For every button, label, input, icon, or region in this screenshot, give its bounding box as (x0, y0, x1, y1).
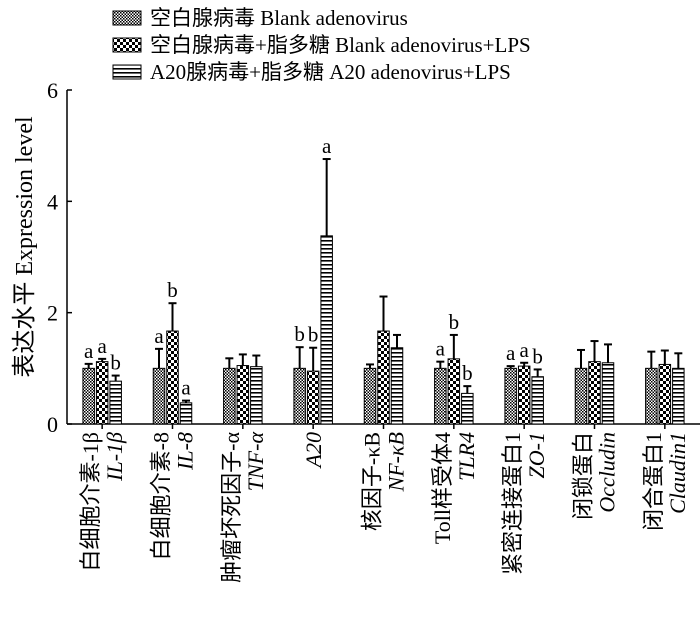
bar (82, 367, 95, 425)
significance-label: b (308, 323, 319, 347)
significance-label: a (520, 338, 530, 362)
significance-label: b (167, 278, 178, 302)
legend-label-2: 空白腺病毒+脂多糖 Blank adenovirus+LPS (150, 33, 531, 57)
bar (601, 362, 615, 425)
x-label-en: Occludin (595, 432, 620, 513)
significance-label: b (449, 310, 460, 334)
bar (223, 367, 236, 425)
x-label-cn: 白细胞介素-8 (149, 432, 174, 560)
significance-label: a (84, 339, 94, 363)
legend-swatch-1 (112, 10, 142, 26)
x-label-cn: 肿瘤坏死因子-α (219, 432, 244, 583)
legend-label-3: A20腺病毒+脂多糖 A20 adenovirus+LPS (150, 60, 511, 84)
bar (447, 358, 461, 425)
significance-label: b (532, 344, 543, 368)
significance-label: b (110, 351, 121, 375)
bar (306, 370, 320, 425)
x-label-en: IL-8 (173, 432, 198, 471)
legend-swatch-3 (112, 64, 142, 80)
significance-label: a (98, 334, 108, 358)
bar (461, 392, 474, 425)
bar (293, 367, 306, 425)
x-axis (67, 423, 700, 429)
significance-label: a (506, 341, 516, 365)
x-label-cn: 紧密连接蛋白1 (500, 432, 525, 575)
x-label-cn: 闭合蛋白1 (641, 432, 666, 531)
bar (574, 367, 588, 425)
x-labels: 白细胞介素-1β IL-1β 白细胞介素-8 IL-8 肿瘤坏死因子-α TNF-α A20… (78, 432, 690, 583)
x-label-en: TLR4 (454, 432, 479, 481)
bar (166, 330, 179, 425)
legend-swatch-2 (112, 37, 142, 53)
y-tick-label: 6 (47, 78, 58, 103)
y-tick-label: 0 (47, 412, 58, 437)
bar (377, 330, 390, 425)
bar (390, 347, 404, 425)
significance-label: b (294, 322, 305, 346)
x-label-cn: 核因子-κB (360, 432, 385, 531)
bar (320, 235, 333, 425)
x-label-en: Claudin1 (665, 432, 690, 514)
y-tick-label: 2 (47, 301, 58, 326)
significance-label: b (462, 361, 473, 385)
bar (645, 367, 658, 425)
bar (236, 365, 250, 425)
bar (250, 366, 263, 425)
bar (588, 361, 601, 425)
legend-label-1: 空白腺病毒 Blank adenovirus (150, 6, 408, 30)
x-label-en: TNF-α (243, 432, 268, 492)
bar (95, 361, 109, 425)
x-label-en: A20 (301, 432, 326, 469)
x-label-en: IL-1β (102, 432, 127, 482)
bar (179, 402, 193, 425)
bar (363, 367, 377, 425)
x-label-cn: Toll样受体4 (430, 432, 455, 544)
bar (434, 367, 447, 425)
bar (517, 365, 531, 425)
y-tick-label: 4 (47, 189, 58, 214)
bar (531, 376, 544, 425)
bar (504, 367, 517, 425)
significance-label: a (436, 337, 446, 361)
x-label-cn: 白细胞介素-1β (78, 432, 103, 572)
bar (109, 380, 122, 425)
significance-label: a (322, 134, 332, 158)
bar (658, 363, 672, 425)
x-label-en: NF-κB (384, 432, 409, 492)
y-axis-title: 表达水平 Expression level (11, 116, 38, 378)
significance-label: a (154, 324, 164, 348)
bar (672, 367, 685, 425)
x-label-en: ZO-1 (524, 432, 549, 478)
legend: 空白腺病毒 Blank adenovirus 空白腺病毒+脂多糖 Blank ad… (112, 6, 531, 84)
significance-label: a (181, 376, 191, 400)
bar (152, 367, 166, 425)
y-axis: 0 2 4 6 (47, 78, 72, 437)
x-label-cn: 闭锁蛋白 (571, 432, 596, 520)
